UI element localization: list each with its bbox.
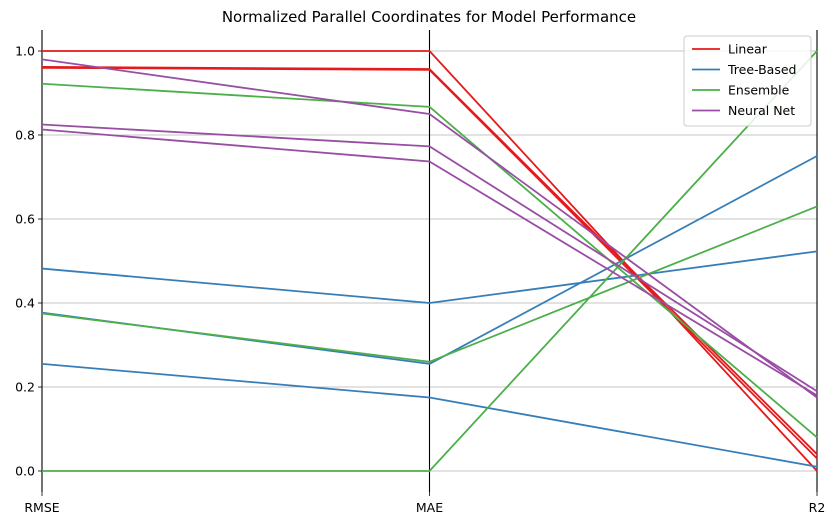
y-tick-label: 0.2 [15,380,35,395]
x-tick-label: RMSE [24,500,59,515]
series-line-neural-net [41,128,818,397]
series-line-linear [42,50,818,472]
legend-label: Ensemble [728,83,790,98]
legend-label: Linear [728,42,768,57]
y-tick-label: 0.4 [15,296,35,311]
legend-box [683,35,812,127]
y-tick-label: 0.0 [15,464,35,479]
y-tick-label: 0.6 [15,212,35,227]
legend: Linear Tree-Based Ensemble Neural Net [683,35,812,127]
chart-title: Normalized Parallel Coordinates for Mode… [222,8,636,26]
series-line-ensemble [41,205,818,363]
series-line-neural-net [41,123,818,392]
tick-layer: 0.0 0.2 0.4 0.6 0.8 1.0 RMSE MAE R2 [15,44,825,516]
series-layer [41,50,818,472]
series-line-linear [41,66,818,460]
y-tick-label: 1.0 [15,44,35,59]
x-tick-label: MAE [416,500,443,515]
series-line-ensemble [42,50,818,472]
y-tick-label: 0.8 [15,128,35,143]
series-line-tree-based [41,363,818,468]
x-tick-label: R2 [809,500,826,515]
legend-label: Neural Net [728,103,795,118]
series-line-ensemble [41,82,818,439]
series-line-tree-based [41,250,818,304]
series-line-neural-net [41,58,818,399]
legend-label: Tree-Based [727,62,796,77]
